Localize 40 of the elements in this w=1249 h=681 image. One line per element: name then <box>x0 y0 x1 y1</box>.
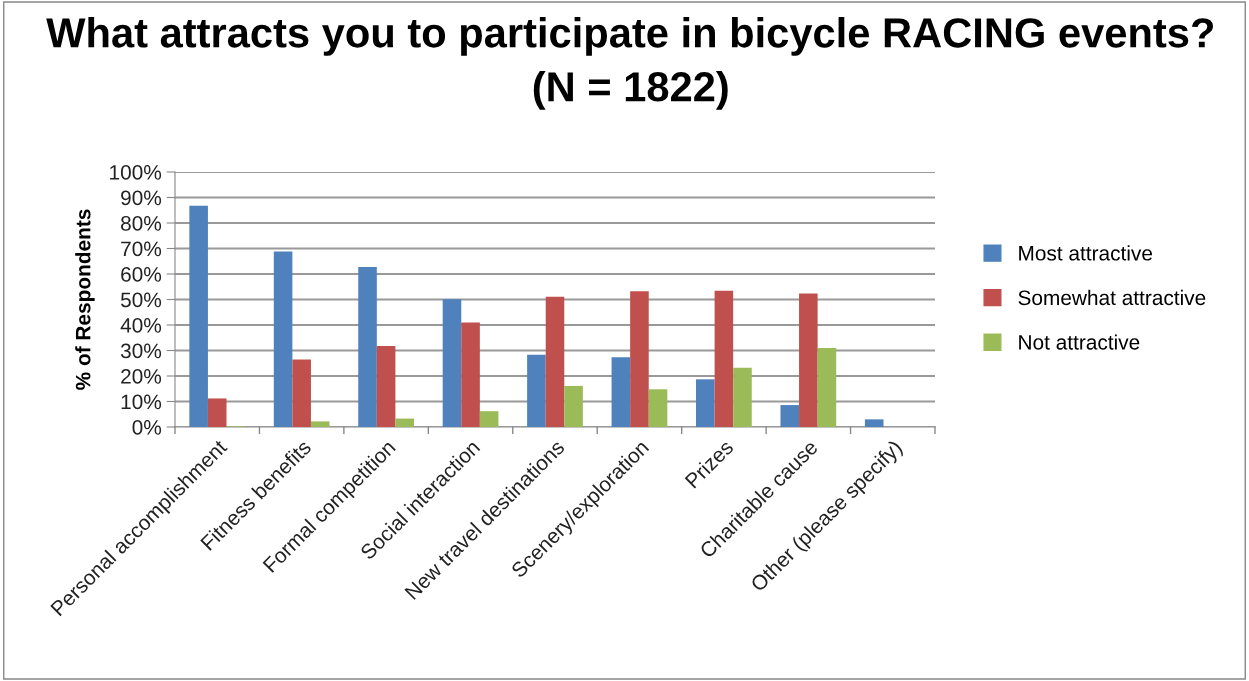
bar <box>780 405 800 427</box>
legend-label: Not attractive <box>1019 334 1140 350</box>
y-tick-label: 50% <box>120 292 162 308</box>
chart-title: What attracts you to participate in bicycle RACING events? (N = 1822) <box>46 17 1213 110</box>
y-tick-label: 70% <box>121 241 162 257</box>
bar <box>799 293 818 427</box>
bar <box>527 354 546 427</box>
legend-label: Somewhat attractive <box>1018 289 1206 306</box>
y-tick-label: 0% <box>132 420 162 435</box>
legend-label: Most attractive <box>1019 245 1153 261</box>
y-tick-label: 100% <box>110 165 162 180</box>
bar <box>292 359 311 427</box>
bar <box>611 357 631 427</box>
y-tick-label: 40% <box>120 318 162 333</box>
y-tick-label: 30% <box>120 343 162 359</box>
bar <box>714 290 734 427</box>
y-tick-label: 90% <box>121 190 162 206</box>
y-tick-label: 10% <box>121 394 162 410</box>
bar <box>395 418 414 427</box>
y-axis-title: % of Respondents <box>75 209 95 390</box>
bar <box>545 296 565 427</box>
bar <box>358 267 377 427</box>
y-tick-label: 20% <box>121 369 162 384</box>
bar <box>207 398 227 427</box>
bar <box>864 419 884 427</box>
bar <box>442 299 462 427</box>
bar <box>630 291 649 427</box>
bar <box>733 367 752 427</box>
bar <box>648 389 668 427</box>
bar <box>310 421 330 427</box>
bar <box>376 345 396 427</box>
bar <box>189 205 208 427</box>
y-tick-label: 60% <box>121 267 162 282</box>
bar <box>273 251 293 427</box>
y-tick-label: 80% <box>121 216 162 231</box>
bar <box>817 347 837 427</box>
bar <box>564 385 583 427</box>
bar <box>479 411 499 427</box>
bar <box>696 379 715 427</box>
bar <box>461 322 480 427</box>
